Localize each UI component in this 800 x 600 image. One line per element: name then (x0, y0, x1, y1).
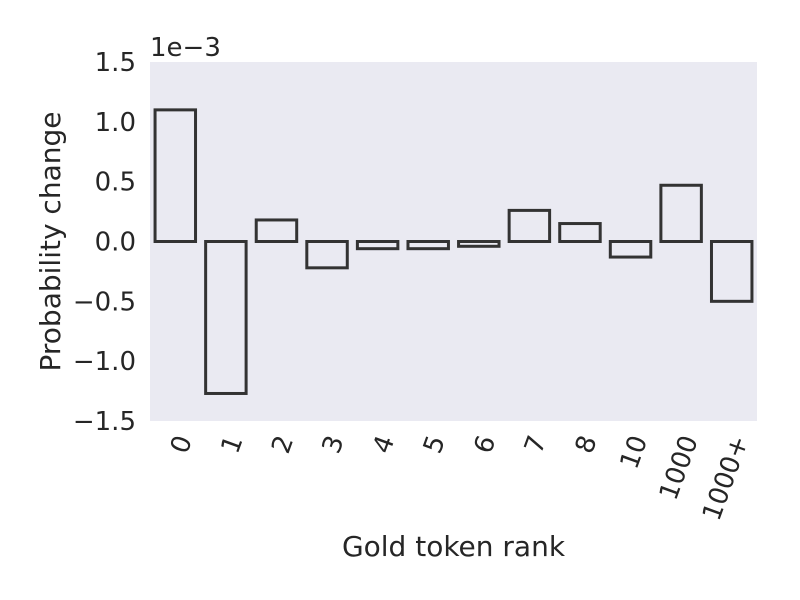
x-tick-label: 2 (266, 432, 300, 458)
x-tick-label: 6 (469, 432, 503, 458)
bar-6 (457, 240, 501, 248)
x-tick-label: 7 (519, 432, 553, 458)
x-tick-label: 4 (367, 432, 401, 458)
x-tick-label: 10 (615, 432, 655, 473)
bar-2 (254, 218, 299, 244)
y-tick-label: −1.0 (73, 347, 136, 377)
bar-1000 (659, 183, 703, 243)
x-tick-label: 1000+ (697, 432, 755, 525)
y-tick-label: −0.5 (73, 287, 136, 317)
x-tick-label: 5 (418, 432, 452, 458)
bar-0 (153, 108, 198, 244)
plot-area (150, 62, 757, 421)
bar-10 (608, 240, 653, 259)
bar-8 (558, 222, 602, 244)
x-tick-label: 1 (216, 432, 250, 458)
x-axis-label: Gold token rank (342, 530, 566, 563)
x-tick-label: 0 (165, 432, 199, 458)
bar-1000+ (709, 240, 754, 303)
y-tick-label: −1.5 (73, 407, 136, 437)
bar-7 (507, 208, 552, 243)
x-tick-label: 3 (317, 432, 351, 458)
y-tick-label: 1.0 (95, 108, 136, 138)
y-offset-label: 1e−3 (150, 33, 221, 63)
y-axis-ticks: −1.5 −1.0 −0.5 0.0 0.5 1.0 1.5 (73, 48, 136, 437)
y-tick-label: 1.5 (95, 48, 136, 78)
x-tick-label: 8 (570, 432, 604, 458)
x-tick-label: 1000 (654, 432, 705, 504)
y-axis-label: Probability change (34, 112, 67, 372)
y-tick-label: 0.0 (95, 228, 136, 258)
y-tick-label: 0.5 (95, 168, 136, 198)
bars-group (153, 108, 754, 395)
bar-4 (355, 240, 400, 251)
bar-1 (204, 240, 248, 395)
bar-3 (305, 240, 349, 270)
bar-5 (406, 240, 450, 251)
